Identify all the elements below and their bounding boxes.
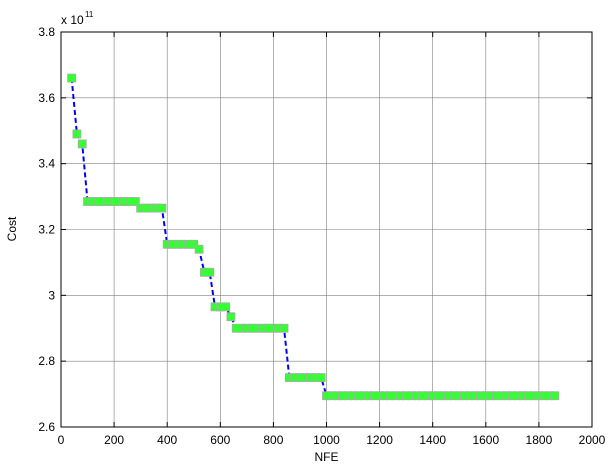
series-markers [67, 73, 560, 401]
y-axis-label: Cost [5, 216, 19, 241]
data-point-marker [194, 244, 204, 254]
data-point-marker [67, 73, 77, 83]
y-exponent-power: 11 [85, 10, 94, 19]
data-point-marker [130, 197, 140, 206]
data-point-marker [72, 129, 82, 139]
data-point-marker [189, 239, 199, 249]
x-tick-label: 600 [210, 433, 230, 447]
data-point-marker [279, 323, 289, 333]
x-tick-labels: 0 200 400 600 800 1000 1200 1400 1600 1800 2000 [58, 433, 606, 447]
x-tick-label: 1400 [419, 433, 446, 447]
data-point-marker [157, 203, 167, 213]
plot-frame [60, 31, 593, 428]
x-axis-label: NFE [315, 450, 339, 464]
y-tick-label: 3.8 [38, 25, 55, 39]
y-exponent-base: x 10 [61, 13, 84, 27]
y-tick-label: 3.4 [38, 157, 55, 171]
axis-ticks [60, 31, 593, 428]
x-tick-label: 1200 [366, 433, 393, 447]
grid-lines [61, 32, 592, 427]
y-tick-label: 3.2 [38, 223, 55, 237]
data-point-marker [226, 312, 236, 322]
x-tick-label: 1000 [313, 433, 340, 447]
x-tick-label: 2000 [579, 433, 606, 447]
x-tick-label: 1800 [526, 433, 553, 447]
data-point-marker [550, 391, 560, 401]
y-tick-label: 3 [48, 288, 55, 302]
y-tick-labels: 2.6 2.8 3 3.2 3.4 3.6 3.8 [38, 25, 55, 434]
x-tick-label: 400 [157, 433, 177, 447]
data-point-marker [221, 302, 231, 312]
x-tick-label: 1600 [472, 433, 499, 447]
y-tick-label: 2.6 [38, 420, 55, 434]
y-tick-label: 3.6 [38, 91, 55, 105]
x-tick-label: 800 [263, 433, 283, 447]
x-tick-label: 200 [104, 433, 124, 447]
y-tick-label: 2.8 [38, 354, 55, 368]
data-point-marker [316, 373, 326, 383]
data-point-marker [77, 139, 87, 149]
x-tick-label: 0 [58, 433, 65, 447]
data-point-marker [205, 267, 215, 277]
